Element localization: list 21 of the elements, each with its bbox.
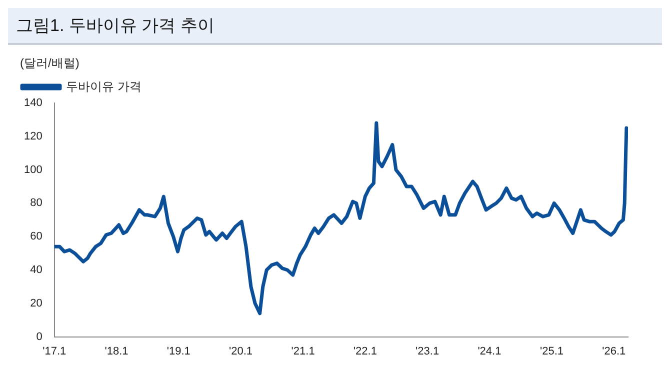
y-tick-label: 40 — [30, 264, 42, 276]
x-tick-label: '25.1 — [540, 345, 564, 358]
y-tick-label: 80 — [30, 197, 42, 210]
y-tick-label: 140 — [24, 97, 42, 110]
chart-title: 그림1. 두바이유 가격 추이 — [8, 8, 662, 45]
y-axis-title: (달러/배럴) — [19, 55, 80, 71]
x-tick-label: '22.1 — [353, 345, 377, 358]
x-tick-label: '20.1 — [228, 345, 253, 358]
y-tick-label: 60 — [30, 230, 42, 243]
y-tick-label: 20 — [30, 297, 42, 310]
x-tick-label: '24.1 — [478, 345, 502, 358]
x-tick-label: '18.1 — [104, 345, 128, 358]
y-tick-label: 0 — [36, 330, 42, 343]
x-tick-label: '23.1 — [416, 345, 440, 358]
legend-label: 두바이유 가격 — [66, 79, 142, 94]
x-tick-label: '26.1 — [602, 345, 626, 358]
x-tick-label: '19.1 — [166, 345, 190, 358]
y-tick-label: 120 — [24, 130, 42, 142]
y-tick-label: 100 — [24, 164, 42, 176]
x-tick-label: '21.1 — [291, 345, 315, 358]
x-tick-label: '17.1 — [42, 345, 66, 358]
